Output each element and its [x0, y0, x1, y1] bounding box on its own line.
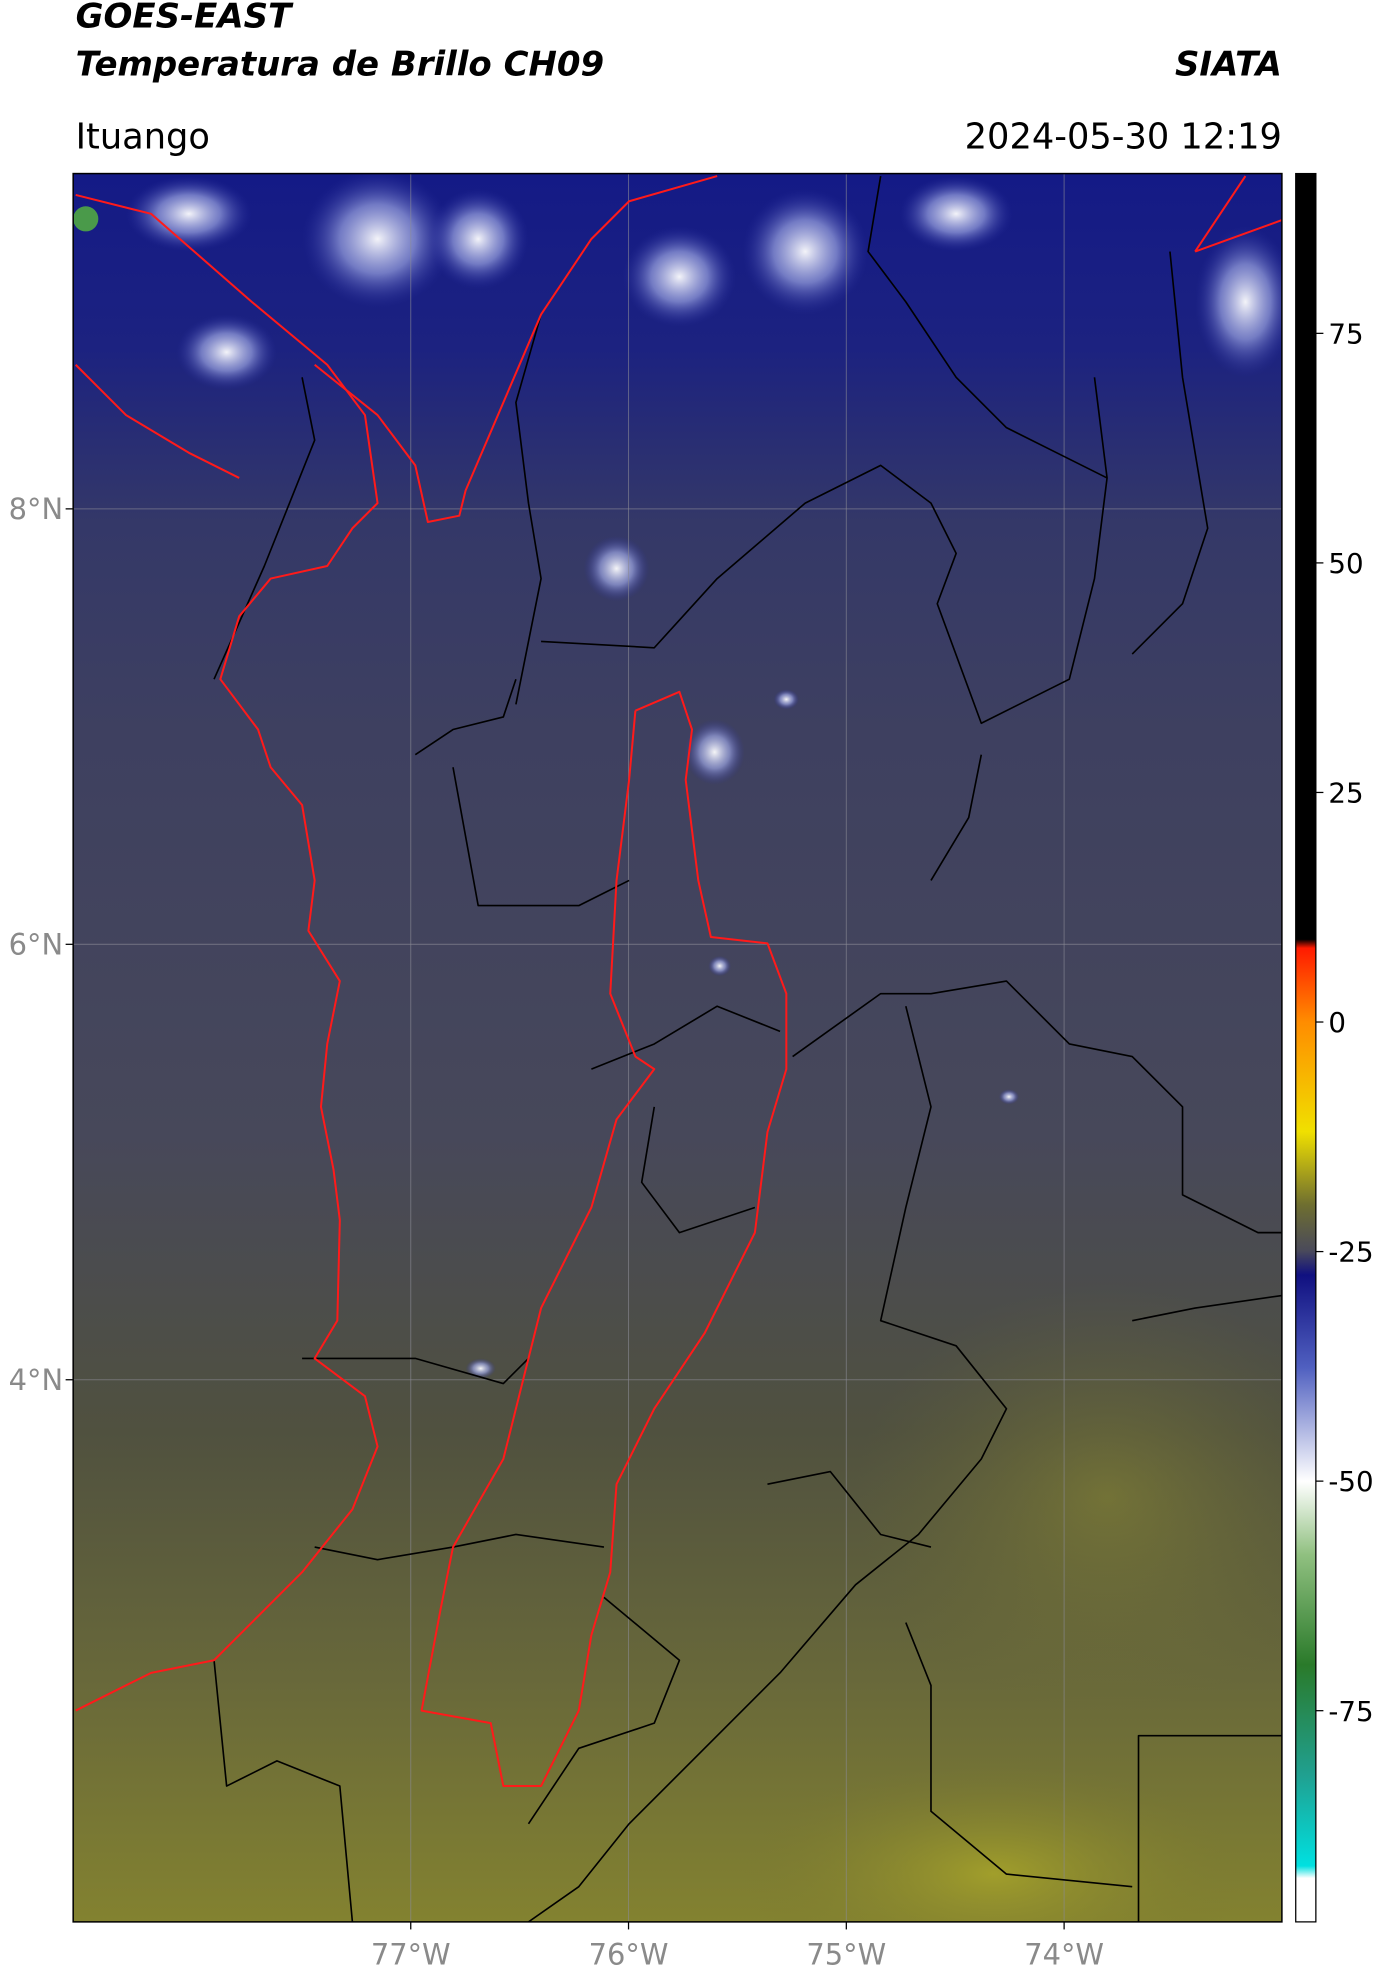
colorbar-tick-label: 75 — [1328, 317, 1363, 350]
subtitle: Temperatura de Brillo CH09 — [76, 44, 604, 84]
y-tick-label: 8°N — [9, 492, 63, 526]
colorbar-tick-label: 25 — [1328, 777, 1363, 810]
x-tick-label: 76°W — [589, 1938, 669, 1972]
warm-area — [742, 1760, 1246, 1922]
ticks: 77°W 76°W 75°W 74°W 8°N 6°N 4°N 75 50 25 0 -25 -50 -7… — [9, 317, 1374, 1971]
colorbar-tick-label: 0 — [1328, 1006, 1346, 1039]
colorbar-tick-label: 50 — [1328, 547, 1363, 580]
grid — [73, 173, 1282, 1922]
clouds — [73, 173, 1282, 1379]
source: SIATA — [1175, 44, 1282, 84]
colorbar-tick-label: -50 — [1328, 1465, 1373, 1498]
map — [73, 173, 1282, 1922]
colorbar — [1295, 172, 1317, 1923]
y-tick-label: 6°N — [9, 927, 63, 961]
map-frame — [72, 172, 1283, 1923]
x-tick-label: 77°W — [371, 1938, 451, 1972]
location: Ituango — [76, 116, 210, 157]
x-tick-label: 74°W — [1024, 1938, 1104, 1972]
colorbar-tick-label: -25 — [1328, 1236, 1373, 1269]
y-tick-label: 4°N — [9, 1363, 63, 1397]
title: GOES-EAST — [76, 0, 294, 37]
warm-area — [855, 1282, 1282, 1711]
borders — [74, 175, 1282, 1922]
colorbar-tick-label: -75 — [1328, 1695, 1373, 1728]
x-tick-label: 75°W — [806, 1938, 886, 1972]
datetime: 2024-05-30 12:19 — [965, 116, 1282, 157]
